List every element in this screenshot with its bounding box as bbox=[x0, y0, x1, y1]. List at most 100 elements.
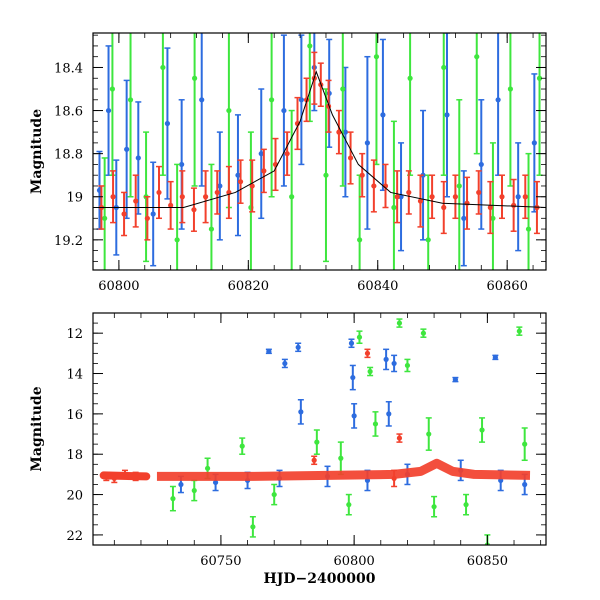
bottom-xtick-label: 60850 bbox=[467, 554, 508, 569]
top-data-point bbox=[429, 194, 435, 200]
bottom-data-point bbox=[191, 487, 197, 494]
bottom-red-band bbox=[156, 458, 531, 481]
bottom-data-point bbox=[346, 502, 352, 508]
bottom-plot-area bbox=[99, 318, 531, 545]
bottom-ytick-label: 20 bbox=[66, 489, 83, 504]
bottom-data-point bbox=[463, 502, 469, 508]
bottom-data-point bbox=[314, 439, 320, 445]
top-data-point bbox=[179, 161, 185, 168]
bottom-data-point bbox=[338, 455, 344, 461]
top-data-point bbox=[121, 211, 127, 217]
top-data-point bbox=[373, 54, 380, 60]
top-data-point bbox=[214, 189, 220, 196]
bottom-data-point bbox=[271, 491, 277, 498]
top-data-point bbox=[391, 204, 397, 211]
top-axes-frame bbox=[92, 32, 547, 271]
bottom-data-point bbox=[282, 360, 288, 367]
bottom-data-point bbox=[178, 481, 184, 488]
top-plot-area bbox=[93, 33, 546, 270]
bottom-data-point bbox=[383, 356, 389, 362]
top-data-point bbox=[464, 200, 470, 206]
top-model-curve bbox=[93, 70, 546, 209]
bottom-data-point bbox=[396, 435, 403, 441]
top-data-point bbox=[511, 202, 517, 208]
bottom-data-point bbox=[479, 427, 485, 433]
bottom-data-point bbox=[204, 465, 211, 471]
bottom-ytick-label: 12 bbox=[66, 327, 83, 342]
top-data-point bbox=[525, 226, 532, 232]
top-data-point bbox=[499, 194, 505, 200]
bottom-data-point bbox=[170, 496, 176, 502]
bottom-ytick-label: 16 bbox=[66, 408, 83, 423]
top-data-point bbox=[452, 194, 458, 200]
bottom-xtick-label: 60750 bbox=[200, 554, 241, 569]
bottom-data-point bbox=[311, 457, 317, 463]
bottom-data-point bbox=[522, 441, 528, 447]
bottom-data-point bbox=[452, 376, 458, 383]
bottom-data-point bbox=[404, 362, 411, 369]
bottom-data-point bbox=[516, 328, 522, 334]
bottom-data-point bbox=[298, 409, 304, 415]
top-data-point bbox=[105, 107, 112, 114]
top-data-point bbox=[135, 155, 141, 161]
bottom-data-point bbox=[367, 368, 373, 375]
bottom-data-point bbox=[356, 334, 363, 340]
top-data-point bbox=[441, 204, 447, 211]
bottom-data-point bbox=[266, 348, 272, 354]
bottom-data-point bbox=[348, 340, 355, 346]
top-data-point bbox=[487, 204, 493, 211]
bottom-series-1 bbox=[169, 318, 528, 545]
top-data-point bbox=[507, 86, 514, 92]
top-data-point bbox=[307, 43, 313, 49]
top-data-point bbox=[281, 107, 287, 114]
top-series-2 bbox=[98, 51, 540, 241]
top-data-point bbox=[407, 75, 413, 81]
bottom-data-point bbox=[420, 330, 427, 336]
top-data-point bbox=[456, 183, 462, 189]
top-panel-light-curve-zoom: 60800 60820 60840 60860 18.4 18.6 18.8 19 19.2 Ma… bbox=[29, 32, 547, 294]
top-ytick-label: 19.2 bbox=[54, 234, 83, 249]
top-data-point bbox=[191, 207, 197, 213]
bottom-data-point bbox=[391, 360, 397, 367]
top-data-point bbox=[359, 172, 365, 178]
bottom-data-point bbox=[364, 350, 371, 356]
bottom-data-point bbox=[239, 443, 245, 449]
top-data-point bbox=[441, 64, 447, 71]
top-data-point bbox=[179, 194, 185, 200]
top-data-point bbox=[298, 97, 304, 103]
top-data-point bbox=[235, 172, 241, 178]
top-data-point bbox=[342, 129, 348, 135]
bottom-data-point bbox=[396, 320, 403, 326]
top-data-point bbox=[269, 97, 275, 103]
top-data-point bbox=[174, 237, 180, 243]
bottom-data-point bbox=[351, 413, 357, 419]
bottom-data-point bbox=[250, 524, 256, 530]
bottom-xlabel: HJD−2400000 bbox=[264, 571, 376, 587]
top-data-point bbox=[284, 151, 290, 157]
top-data-point bbox=[110, 194, 116, 200]
top-data-point bbox=[417, 198, 424, 204]
bottom-data-point bbox=[372, 421, 379, 427]
top-data-point bbox=[203, 194, 209, 200]
top-data-point bbox=[347, 155, 354, 161]
top-data-point bbox=[124, 146, 130, 152]
bottom-ytick-label: 14 bbox=[66, 368, 83, 383]
top-data-point bbox=[536, 75, 543, 81]
top-data-point bbox=[144, 215, 150, 221]
top-data-point bbox=[394, 194, 400, 200]
top-data-point bbox=[164, 120, 171, 127]
top-xtick-label: 60800 bbox=[98, 279, 139, 294]
top-ylabel: Magnitude bbox=[29, 109, 45, 194]
bottom-ytick-label: 22 bbox=[66, 529, 83, 544]
bottom-ytick-label: 18 bbox=[66, 448, 83, 463]
bottom-data-point bbox=[426, 431, 432, 437]
top-data-point bbox=[156, 189, 162, 196]
bottom-red-band-early bbox=[99, 471, 151, 481]
bottom-ylabel: Magnitude bbox=[29, 386, 45, 471]
top-data-point bbox=[323, 172, 329, 178]
top-data-point bbox=[208, 226, 215, 232]
bottom-data-point bbox=[431, 504, 437, 510]
top-xtick-label: 60860 bbox=[486, 279, 527, 294]
top-data-point bbox=[192, 75, 198, 81]
